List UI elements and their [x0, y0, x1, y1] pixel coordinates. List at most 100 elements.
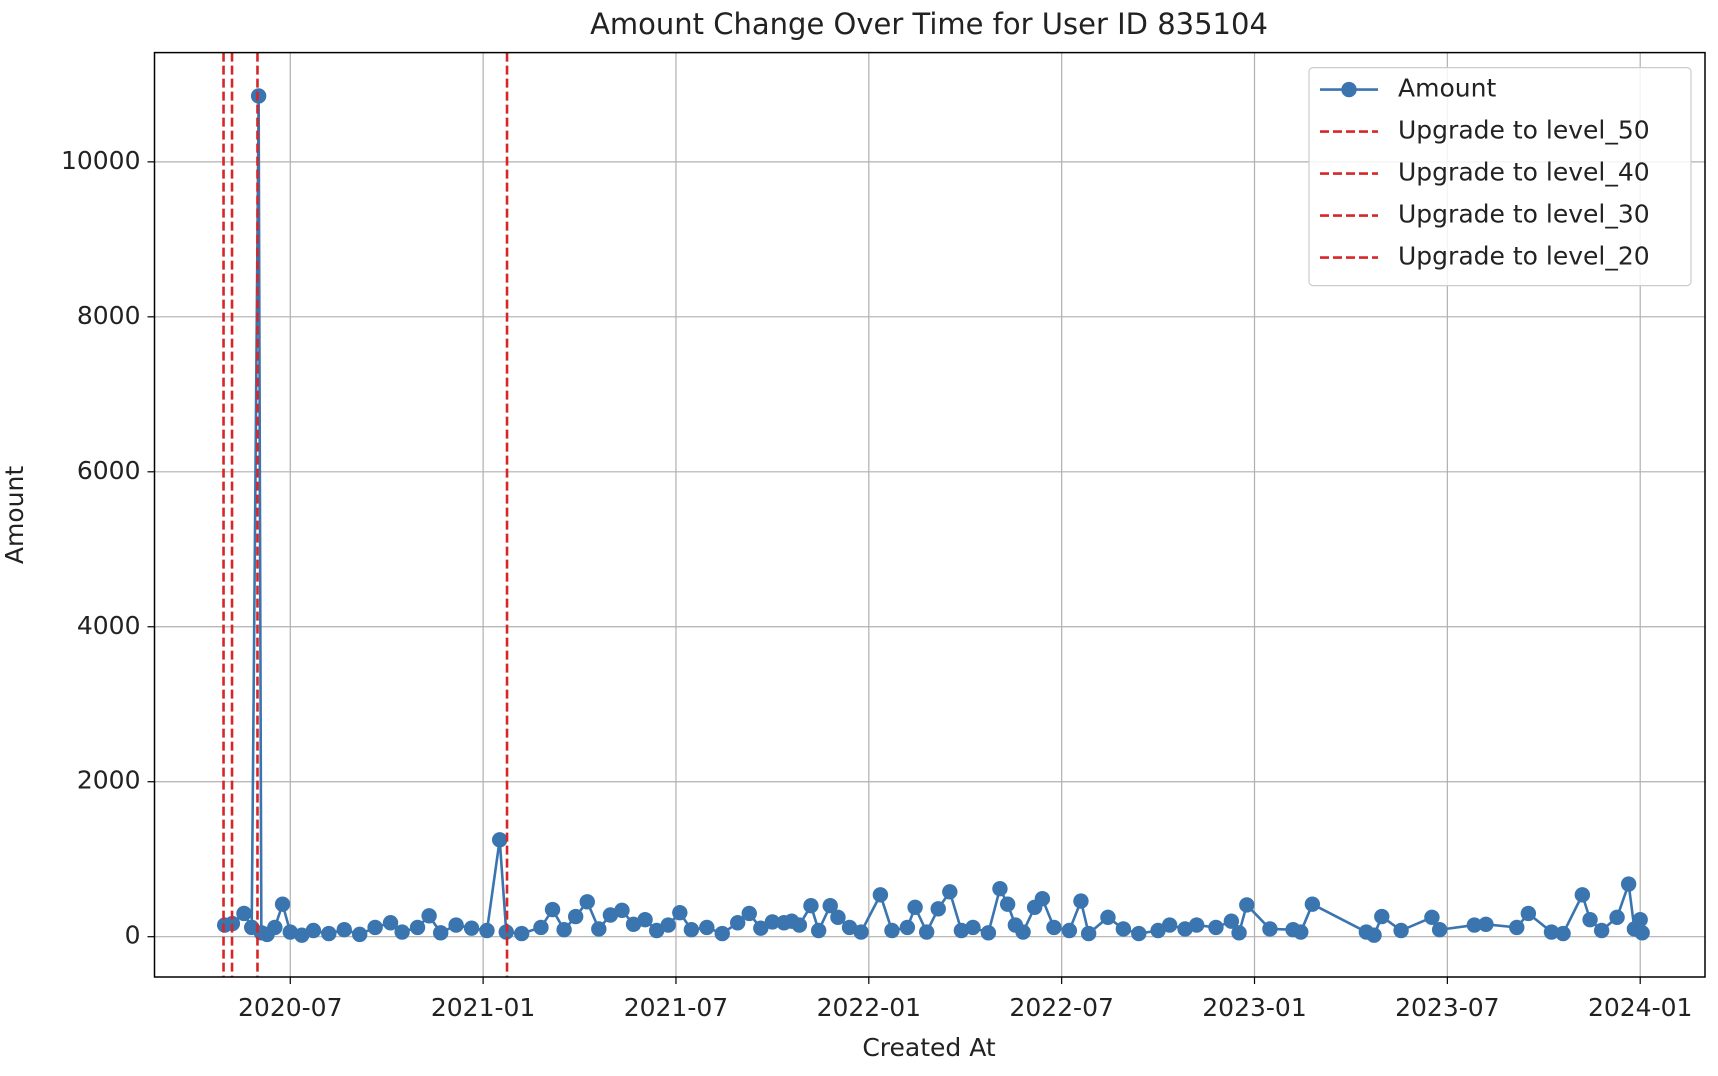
- data-point: [648, 922, 665, 939]
- x-tick-label: 2022-07: [1009, 993, 1113, 1022]
- data-point: [1582, 911, 1598, 928]
- x-tick-label: 2020-07: [238, 993, 342, 1022]
- x-tick-label: 2023-01: [1202, 993, 1306, 1022]
- data-point: [591, 921, 607, 937]
- data-point: [899, 919, 916, 936]
- data-point: [907, 899, 923, 915]
- data-point: [822, 898, 838, 914]
- data-point: [1100, 909, 1116, 926]
- data-point: [1366, 927, 1382, 943]
- data-point: [305, 922, 322, 939]
- legend-marker: [1341, 81, 1357, 98]
- data-point: [953, 922, 970, 939]
- data-point: [1431, 922, 1448, 938]
- data-point: [791, 917, 808, 933]
- data-point: [556, 922, 572, 938]
- data-point: [1520, 905, 1537, 922]
- chart-title: Amount Change Over Time for User ID 8351…: [590, 7, 1268, 41]
- data-point: [992, 880, 1008, 897]
- data-point: [1293, 924, 1309, 940]
- data-point: [1208, 919, 1224, 936]
- data-point: [980, 925, 997, 941]
- legend-label: Upgrade to level_20: [1398, 242, 1650, 271]
- data-point: [224, 915, 241, 932]
- x-tick-label: 2023-07: [1395, 993, 1499, 1022]
- data-point: [764, 914, 781, 930]
- data-point: [729, 915, 746, 931]
- data-point: [810, 922, 827, 939]
- data-point: [463, 920, 480, 936]
- data-point: [321, 925, 337, 942]
- data-point: [513, 925, 530, 942]
- data-point: [841, 919, 858, 936]
- data-point: [351, 926, 368, 943]
- data-point: [579, 894, 595, 910]
- legend-label: Upgrade to level_30: [1398, 200, 1650, 229]
- data-point: [1239, 897, 1255, 913]
- y-tick-label: 4000: [77, 611, 141, 640]
- data-point: [1393, 922, 1409, 939]
- y-tick-label: 10000: [61, 146, 141, 175]
- data-point: [637, 911, 653, 928]
- data-point: [236, 905, 252, 922]
- data-point: [1061, 922, 1078, 939]
- axes-frame: [153, 51, 1706, 978]
- data-point: [1131, 925, 1147, 942]
- data-point: [1632, 911, 1648, 928]
- data-point: [602, 907, 619, 923]
- data-point: [1509, 919, 1525, 936]
- legend-label: Amount: [1398, 74, 1496, 103]
- data-point: [884, 922, 900, 939]
- data-point: [614, 902, 630, 919]
- data-point: [367, 919, 383, 936]
- data-point: [1262, 921, 1278, 937]
- data-point: [336, 922, 352, 938]
- data-point: [1466, 917, 1483, 933]
- data-point: [479, 922, 495, 939]
- data-point: [1478, 916, 1494, 933]
- data-point: [1543, 924, 1560, 940]
- data-point: [1115, 921, 1132, 937]
- data-point: [1015, 924, 1031, 940]
- data-point: [741, 905, 757, 922]
- data-point: [625, 916, 642, 933]
- data-point: [714, 925, 730, 942]
- plot-area: [216, 52, 1650, 977]
- x-axis-label: Created At: [862, 1033, 996, 1062]
- x-tick-label: 2024-01: [1588, 993, 1692, 1022]
- data-point: [1034, 891, 1051, 907]
- data-point: [1374, 908, 1390, 925]
- data-point: [1177, 921, 1193, 937]
- legend-box: [1308, 66, 1692, 287]
- data-point: [699, 919, 715, 936]
- data-point: [942, 884, 958, 900]
- y-axis-label: Amount: [0, 466, 29, 564]
- legend-label: Upgrade to level_40: [1398, 158, 1650, 187]
- data-point: [409, 919, 426, 936]
- data-point: [1073, 893, 1089, 909]
- data-point: [448, 917, 464, 933]
- data-point: [1304, 896, 1321, 912]
- data-point: [1046, 919, 1062, 936]
- data-point: [544, 901, 561, 918]
- data-point: [1634, 925, 1650, 941]
- data-point: [965, 919, 981, 936]
- data-point: [1231, 925, 1247, 941]
- y-tick-label: 8000: [77, 301, 141, 330]
- data-point: [432, 925, 449, 941]
- data-point: [274, 896, 291, 912]
- y-tick-label: 0: [125, 921, 141, 950]
- x-tick-label: 2022-01: [817, 993, 921, 1022]
- data-point: [1424, 909, 1440, 926]
- x-tick-label: 2021-01: [431, 993, 535, 1022]
- data-point: [830, 909, 846, 926]
- data-point: [491, 832, 508, 848]
- y-tick-label: 6000: [77, 456, 141, 485]
- y-tick-label: 2000: [77, 766, 141, 795]
- x-tick-label: 2021-07: [624, 993, 728, 1022]
- data-point: [421, 908, 437, 924]
- data-point: [1188, 917, 1205, 933]
- data-point: [672, 904, 688, 921]
- data-point: [267, 919, 283, 936]
